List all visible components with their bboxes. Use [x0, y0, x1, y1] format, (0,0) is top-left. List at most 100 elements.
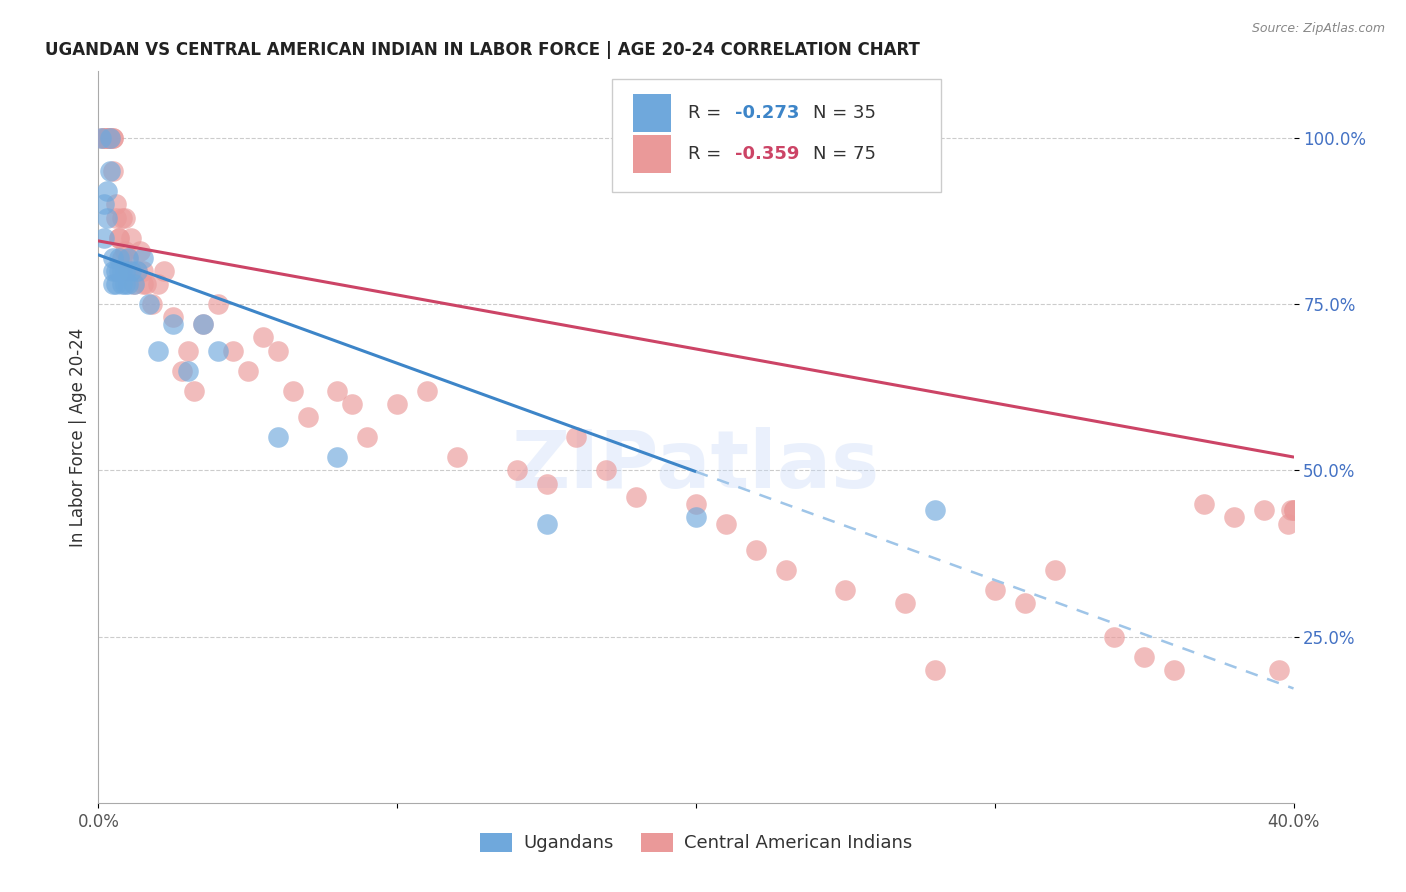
- Point: [90, 131, 112, 145]
- Point: [93, 197, 115, 211]
- Point: [148, 343, 170, 358]
- Point: [103, 264, 125, 278]
- Point: [595, 463, 617, 477]
- FancyBboxPatch shape: [613, 78, 941, 192]
- Point: [96, 211, 118, 225]
- Point: [506, 463, 529, 477]
- Point: [984, 582, 1007, 597]
- Point: [1282, 503, 1305, 517]
- Point: [1014, 596, 1036, 610]
- Text: -0.359: -0.359: [735, 145, 800, 163]
- Point: [103, 164, 125, 178]
- Point: [105, 211, 128, 225]
- Point: [124, 277, 146, 292]
- Point: [103, 131, 125, 145]
- Y-axis label: In Labor Force | Age 20-24: In Labor Force | Age 20-24: [69, 327, 87, 547]
- Point: [117, 251, 139, 265]
- Point: [96, 131, 118, 145]
- Point: [924, 663, 946, 677]
- Point: [148, 277, 170, 292]
- Point: [536, 516, 558, 531]
- Point: [685, 497, 707, 511]
- Point: [162, 317, 184, 331]
- Point: [90, 131, 112, 145]
- Point: [127, 264, 149, 278]
- Point: [105, 197, 128, 211]
- Point: [626, 490, 648, 504]
- Point: [536, 476, 558, 491]
- Text: UGANDAN VS CENTRAL AMERICAN INDIAN IN LABOR FORCE | AGE 20-24 CORRELATION CHART: UGANDAN VS CENTRAL AMERICAN INDIAN IN LA…: [45, 41, 920, 59]
- Text: Source: ZipAtlas.com: Source: ZipAtlas.com: [1251, 22, 1385, 36]
- Text: R =: R =: [688, 145, 727, 163]
- Point: [138, 297, 160, 311]
- Point: [172, 363, 194, 377]
- Point: [1277, 516, 1299, 531]
- Legend: Ugandans, Central American Indians: Ugandans, Central American Indians: [472, 826, 920, 860]
- Point: [177, 343, 200, 358]
- Point: [385, 397, 409, 411]
- Point: [191, 317, 214, 331]
- FancyBboxPatch shape: [633, 135, 671, 173]
- Point: [117, 264, 139, 278]
- Point: [105, 264, 128, 278]
- Point: [775, 563, 797, 577]
- Point: [297, 410, 319, 425]
- Point: [135, 277, 157, 292]
- Point: [96, 131, 118, 145]
- Point: [924, 503, 946, 517]
- Point: [129, 244, 152, 258]
- Point: [108, 264, 131, 278]
- Point: [207, 297, 229, 311]
- Point: [1163, 663, 1185, 677]
- Point: [281, 384, 304, 398]
- Point: [834, 582, 856, 597]
- Point: [132, 264, 155, 278]
- Point: [111, 211, 134, 225]
- Point: [117, 277, 139, 292]
- Point: [446, 450, 468, 464]
- Text: N = 75: N = 75: [813, 145, 876, 163]
- Point: [342, 397, 364, 411]
- Point: [236, 363, 259, 377]
- Point: [111, 277, 134, 292]
- Point: [96, 184, 118, 198]
- Point: [222, 343, 245, 358]
- Point: [103, 131, 125, 145]
- Point: [416, 384, 439, 398]
- Point: [141, 297, 163, 311]
- Point: [207, 343, 229, 358]
- Point: [267, 430, 290, 444]
- Point: [114, 277, 136, 292]
- Point: [183, 384, 205, 398]
- Point: [124, 277, 146, 292]
- Point: [191, 317, 214, 331]
- Point: [745, 543, 768, 558]
- Point: [714, 516, 737, 531]
- Point: [326, 384, 349, 398]
- Point: [127, 264, 149, 278]
- Point: [108, 230, 131, 244]
- Point: [98, 131, 122, 145]
- Point: [117, 251, 139, 265]
- Point: [111, 251, 134, 265]
- Point: [98, 164, 122, 178]
- Point: [108, 230, 131, 244]
- Point: [326, 450, 349, 464]
- Point: [114, 264, 136, 278]
- Point: [103, 277, 125, 292]
- Point: [162, 310, 184, 325]
- Point: [98, 131, 122, 145]
- FancyBboxPatch shape: [633, 94, 671, 132]
- Point: [1282, 503, 1305, 517]
- Point: [96, 131, 118, 145]
- Point: [1104, 630, 1126, 644]
- Point: [93, 131, 115, 145]
- Point: [132, 277, 155, 292]
- Point: [1192, 497, 1215, 511]
- Point: [132, 251, 155, 265]
- Point: [267, 343, 290, 358]
- Point: [98, 131, 122, 145]
- Point: [685, 509, 707, 524]
- Point: [120, 230, 142, 244]
- Point: [894, 596, 917, 610]
